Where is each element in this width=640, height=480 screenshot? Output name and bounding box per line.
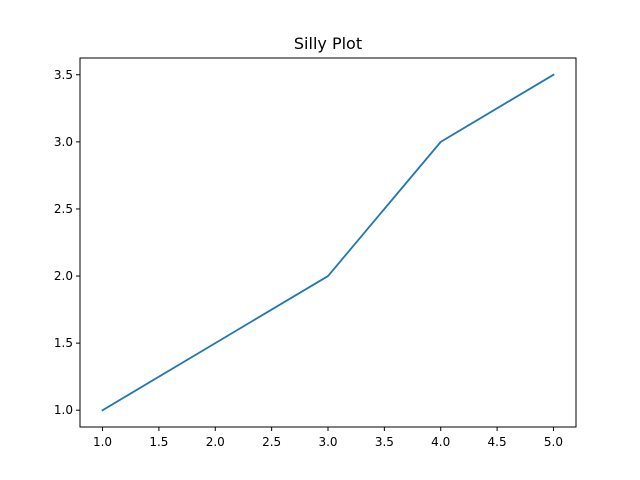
x-tick-label: 3.0	[318, 435, 337, 449]
y-axis: 1.0 1.5 2.0 2.5 3.0 3.5	[54, 68, 80, 417]
y-tick-label: 3.0	[54, 135, 73, 149]
series-layer	[101, 73, 555, 412]
chart-title: Silly Plot	[294, 34, 362, 53]
x-tick-label: 1.5	[149, 435, 168, 449]
y-tick-label: 2.0	[54, 269, 73, 283]
x-tick-label: 2.5	[262, 435, 281, 449]
x-tick-label: 4.0	[431, 435, 450, 449]
x-axis: 1.0 1.5 2.0 2.5 3.0 3.5 4.0 4.5 5.0	[93, 427, 563, 449]
plot-area-frame	[79, 57, 577, 428]
x-tick-label: 1.0	[93, 435, 112, 449]
y-tick-label: 2.5	[54, 202, 73, 216]
x-tick-label: 2.0	[206, 435, 225, 449]
y-tick-label: 1.0	[54, 403, 73, 417]
x-tick-label: 3.5	[375, 435, 394, 449]
y-tick-label: 3.5	[54, 68, 73, 82]
x-tick-label: 5.0	[544, 435, 563, 449]
x-tick-label: 4.5	[488, 435, 507, 449]
series-line	[101, 73, 555, 412]
y-tick-label: 1.5	[54, 336, 73, 350]
